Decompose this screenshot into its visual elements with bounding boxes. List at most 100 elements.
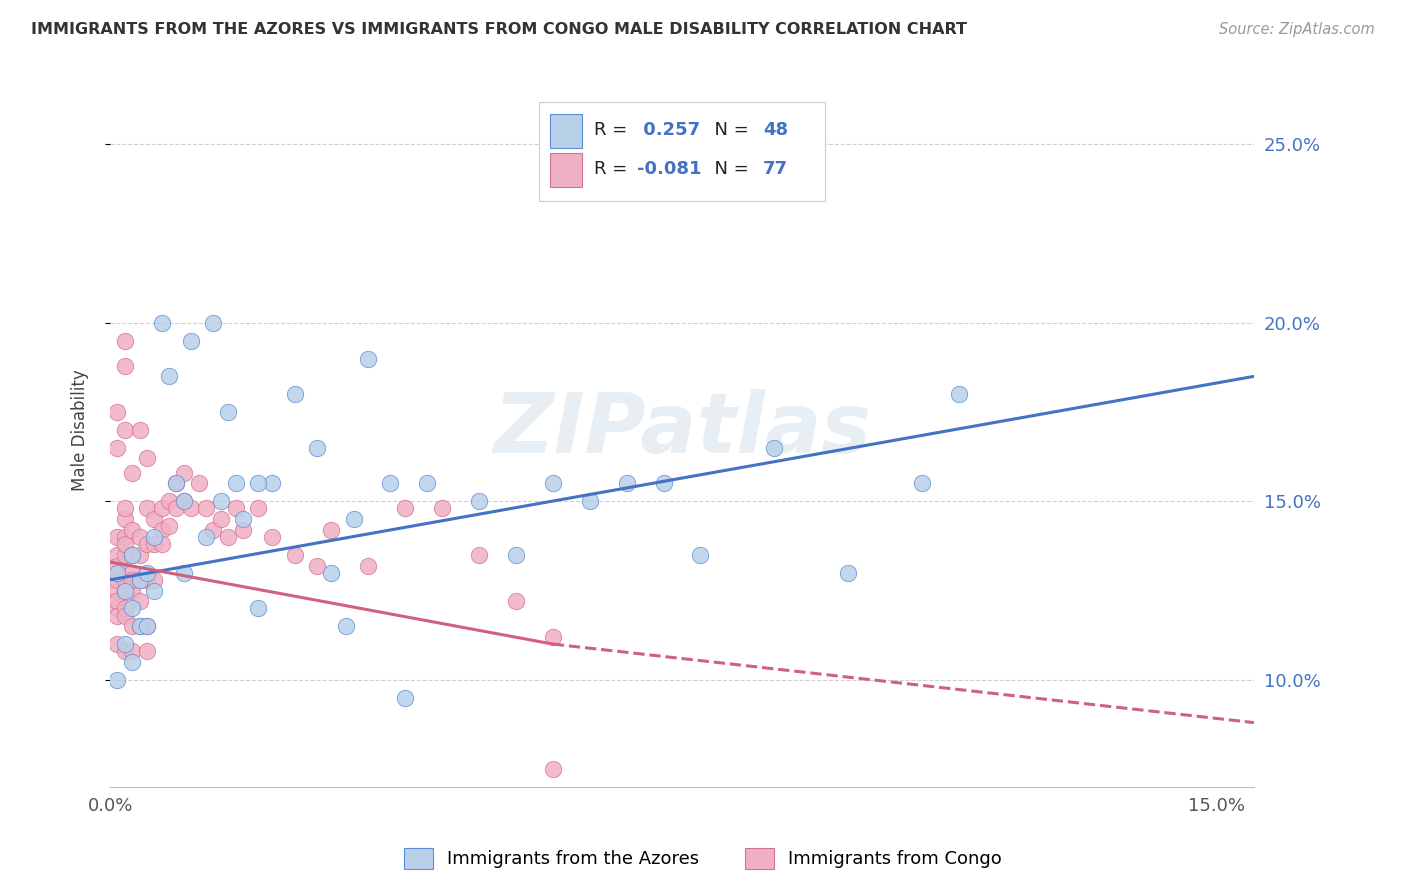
Point bbox=[763, 441, 786, 455]
Point bbox=[948, 387, 970, 401]
Point bbox=[143, 530, 166, 544]
Text: 48: 48 bbox=[763, 121, 789, 139]
Point bbox=[107, 441, 129, 455]
Point bbox=[114, 644, 136, 658]
Point bbox=[143, 512, 166, 526]
Point bbox=[578, 494, 600, 508]
Point bbox=[143, 573, 166, 587]
Point bbox=[107, 601, 129, 615]
FancyBboxPatch shape bbox=[550, 113, 582, 148]
Point bbox=[246, 601, 269, 615]
Point bbox=[416, 476, 439, 491]
Point bbox=[136, 573, 159, 587]
Point bbox=[321, 523, 343, 537]
Point bbox=[246, 501, 269, 516]
Point bbox=[195, 530, 218, 544]
Point bbox=[107, 673, 129, 687]
Point bbox=[166, 476, 188, 491]
Point bbox=[114, 573, 136, 587]
Text: 77: 77 bbox=[763, 161, 789, 178]
Point bbox=[689, 548, 711, 562]
Point bbox=[121, 655, 143, 669]
Point bbox=[143, 537, 166, 551]
Point bbox=[246, 476, 269, 491]
Legend: Immigrants from the Azores, Immigrants from Congo: Immigrants from the Azores, Immigrants f… bbox=[396, 840, 1010, 876]
Point bbox=[136, 619, 159, 633]
Text: 0.257: 0.257 bbox=[637, 121, 700, 139]
Text: -0.081: -0.081 bbox=[637, 161, 702, 178]
Point bbox=[114, 583, 136, 598]
Point bbox=[173, 566, 195, 580]
Point bbox=[541, 762, 564, 776]
Point bbox=[121, 619, 143, 633]
Point bbox=[652, 476, 675, 491]
Point bbox=[173, 494, 195, 508]
Point bbox=[121, 548, 143, 562]
Point bbox=[225, 476, 247, 491]
Point bbox=[128, 423, 150, 437]
Y-axis label: Male Disability: Male Disability bbox=[72, 369, 89, 491]
Point bbox=[394, 690, 416, 705]
Point bbox=[128, 619, 150, 633]
Point bbox=[114, 601, 136, 615]
Point bbox=[150, 523, 173, 537]
Point bbox=[107, 637, 129, 651]
Point bbox=[202, 316, 225, 330]
Point bbox=[150, 501, 173, 516]
Point bbox=[173, 494, 195, 508]
Point bbox=[121, 583, 143, 598]
Point bbox=[430, 501, 453, 516]
Point bbox=[114, 608, 136, 623]
Point bbox=[394, 501, 416, 516]
Point bbox=[541, 630, 564, 644]
Point bbox=[335, 619, 357, 633]
Point bbox=[283, 387, 305, 401]
Point bbox=[107, 566, 129, 580]
Text: Source: ZipAtlas.com: Source: ZipAtlas.com bbox=[1219, 22, 1375, 37]
Point bbox=[321, 566, 343, 580]
Point bbox=[157, 494, 180, 508]
Point bbox=[505, 594, 527, 608]
Point bbox=[166, 476, 188, 491]
Point bbox=[128, 619, 150, 633]
Point bbox=[143, 583, 166, 598]
Point bbox=[305, 441, 328, 455]
Point bbox=[107, 583, 129, 598]
Point bbox=[128, 594, 150, 608]
Point bbox=[114, 530, 136, 544]
Point bbox=[202, 523, 225, 537]
Text: R =: R = bbox=[593, 121, 633, 139]
Point bbox=[136, 537, 159, 551]
Point bbox=[128, 530, 150, 544]
Point bbox=[180, 334, 202, 348]
Point bbox=[128, 573, 150, 587]
Point bbox=[195, 501, 218, 516]
Point bbox=[121, 644, 143, 658]
Point bbox=[541, 476, 564, 491]
Point bbox=[180, 501, 202, 516]
Point bbox=[217, 530, 239, 544]
Point bbox=[114, 359, 136, 373]
Point bbox=[128, 573, 150, 587]
Point bbox=[121, 523, 143, 537]
Point bbox=[107, 530, 129, 544]
Point bbox=[173, 466, 195, 480]
Point bbox=[114, 512, 136, 526]
Point bbox=[468, 548, 491, 562]
Point bbox=[468, 494, 491, 508]
Point bbox=[616, 476, 638, 491]
Point bbox=[217, 405, 239, 419]
Point bbox=[107, 608, 129, 623]
Point bbox=[505, 548, 527, 562]
Point bbox=[107, 566, 129, 580]
Point bbox=[911, 476, 934, 491]
Point bbox=[121, 601, 143, 615]
Point bbox=[114, 334, 136, 348]
Point bbox=[262, 476, 284, 491]
Point bbox=[136, 644, 159, 658]
Point bbox=[166, 501, 188, 516]
Point bbox=[232, 523, 254, 537]
Point bbox=[121, 573, 143, 587]
Point bbox=[121, 466, 143, 480]
Point bbox=[114, 548, 136, 562]
